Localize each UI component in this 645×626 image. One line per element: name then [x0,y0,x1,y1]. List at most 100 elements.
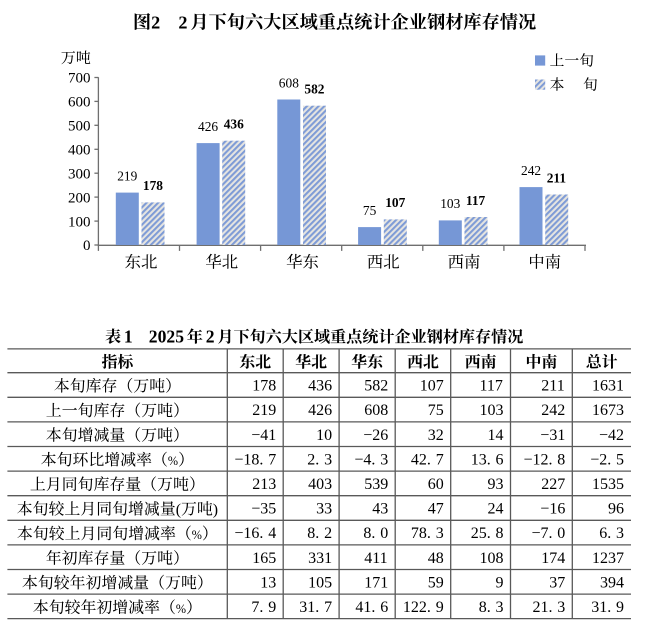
svg-text:96: 96 [608,501,624,518]
svg-text:%: % [192,528,202,542]
svg-text:700: 700 [68,71,91,87]
svg-text:8.: 8. [307,525,319,542]
svg-text:9: 9 [496,574,504,591]
svg-text:500: 500 [68,119,91,135]
svg-text:6: 6 [380,599,388,616]
svg-text:608: 608 [364,402,388,419]
svg-text:2: 2 [206,326,215,346]
svg-text:25.: 25. [471,525,491,542]
svg-text:2: 2 [178,12,187,32]
svg-text:219: 219 [252,402,276,419]
svg-text:178: 178 [143,178,163,193]
svg-text:1673: 1673 [592,402,624,419]
svg-text:582: 582 [304,82,324,97]
svg-text:10: 10 [316,427,332,444]
svg-text:331: 331 [308,550,332,567]
svg-text:300: 300 [68,166,91,182]
svg-text:165: 165 [252,550,276,567]
svg-text:211: 211 [541,378,564,395]
svg-text:31.: 31. [591,599,611,616]
svg-text:48: 48 [428,550,444,567]
svg-text:−2.: −2. [590,451,611,468]
svg-text:411: 411 [364,550,387,567]
svg-text:8: 8 [496,525,504,542]
svg-text:178: 178 [252,378,276,395]
svg-text:2025: 2025 [149,326,184,346]
svg-text:%: % [168,454,178,468]
svg-text:436: 436 [224,117,244,132]
svg-text:600: 600 [68,95,91,111]
svg-text:93: 93 [488,476,504,493]
svg-text:33: 33 [316,501,332,518]
svg-text:0: 0 [380,525,388,542]
svg-text:7: 7 [324,599,332,616]
svg-text:107: 107 [385,195,405,210]
svg-text:47: 47 [428,501,444,518]
svg-text:0: 0 [557,525,565,542]
svg-text:2: 2 [324,525,332,542]
svg-text:1631: 1631 [592,378,624,395]
svg-text:75: 75 [363,203,377,218]
svg-text:227: 227 [541,476,565,493]
svg-text:6: 6 [496,451,504,468]
svg-text:13: 13 [260,574,276,591]
svg-text:3: 3 [616,525,624,542]
svg-text:2.: 2. [307,451,319,468]
svg-text:7: 7 [436,451,444,468]
svg-text:1: 1 [124,326,133,346]
svg-text:219: 219 [117,168,137,183]
svg-text:1535: 1535 [592,476,624,493]
svg-text:3: 3 [380,451,388,468]
svg-text:426: 426 [308,402,332,419]
svg-text:100: 100 [68,214,91,230]
svg-text:582: 582 [364,378,388,395]
svg-text:60: 60 [428,476,444,493]
svg-text:13.: 13. [471,451,491,468]
svg-text:31.: 31. [299,599,319,616]
svg-text:2: 2 [151,12,160,32]
svg-text:539: 539 [364,476,388,493]
svg-text:9: 9 [436,599,444,616]
svg-text:171: 171 [364,574,388,591]
svg-text:3: 3 [436,525,444,542]
svg-text:8.: 8. [479,599,491,616]
svg-text:242: 242 [521,163,541,178]
svg-text:436: 436 [308,378,332,395]
svg-text:394: 394 [600,574,624,591]
svg-text:108: 108 [480,550,504,567]
svg-text:−16.: −16. [234,525,263,542]
svg-text:1237: 1237 [592,550,624,567]
svg-text:14: 14 [488,427,504,444]
svg-text:117: 117 [480,378,503,395]
svg-text:117: 117 [466,193,486,208]
svg-text:−26: −26 [363,427,388,444]
svg-text:403: 403 [308,476,332,493]
svg-text:75: 75 [428,402,444,419]
svg-text:%: % [176,602,186,616]
svg-text:): ) [213,501,218,518]
svg-text:9: 9 [268,599,276,616]
svg-text:426: 426 [198,119,218,134]
svg-text:103: 103 [480,402,504,419]
svg-text:−41: −41 [251,427,276,444]
svg-text:400: 400 [68,143,91,159]
svg-text:21.: 21. [533,599,553,616]
svg-text:−16: −16 [540,501,565,518]
svg-text:(: ( [176,501,181,518]
svg-text:42.: 42. [411,451,431,468]
svg-text:0: 0 [83,238,91,254]
svg-text:7: 7 [268,451,276,468]
svg-text:213: 213 [252,476,276,493]
svg-text:211: 211 [547,170,566,185]
svg-text:−12.: −12. [524,451,553,468]
svg-text:−4.: −4. [354,451,375,468]
svg-text:103: 103 [440,196,460,211]
svg-text:32: 32 [428,427,444,444]
svg-text:−42: −42 [599,427,624,444]
svg-text:37: 37 [549,574,565,591]
svg-text:9: 9 [616,599,624,616]
svg-text:174: 174 [541,550,565,567]
svg-text:−31: −31 [540,427,565,444]
svg-text:5: 5 [616,451,624,468]
svg-text:24: 24 [488,501,504,518]
